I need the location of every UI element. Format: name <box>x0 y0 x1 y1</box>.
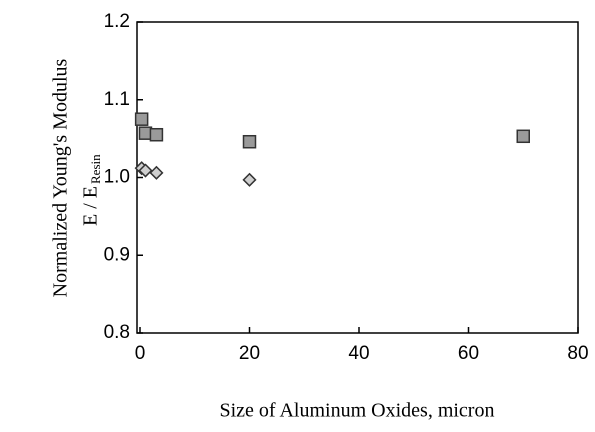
y-axis-label-subscript: Resin <box>88 154 103 184</box>
square-marker <box>242 134 257 149</box>
y-tick-label: 0.9 <box>104 244 130 265</box>
y-tick-label: 0.8 <box>104 322 130 343</box>
x-tick-label: 0 <box>135 343 146 364</box>
x-tick-label: 20 <box>239 343 260 364</box>
square-marker <box>516 129 530 144</box>
y-tick-label: 1.0 <box>104 167 130 188</box>
diamond-marker <box>138 163 153 178</box>
x-tick-label: 40 <box>348 343 369 364</box>
y-tick-label: 1.1 <box>104 89 130 110</box>
y-axis-label-main: E / E <box>80 186 102 226</box>
diamond-marker <box>242 172 257 187</box>
x-tick-label: 60 <box>458 343 479 364</box>
y-tick-label: 1.2 <box>104 11 130 32</box>
plot-frame <box>136 21 579 334</box>
square-marker <box>134 112 149 126</box>
x-axis-label: Size of Aluminum Oxides, micron <box>220 400 495 422</box>
y-axis-label: Normalized Young's Modulus <box>50 58 72 297</box>
y-axis-label-2: E / E Resin <box>80 154 103 226</box>
x-tick-label: 80 <box>567 343 588 364</box>
diamond-marker <box>149 165 164 180</box>
square-marker <box>149 127 164 142</box>
